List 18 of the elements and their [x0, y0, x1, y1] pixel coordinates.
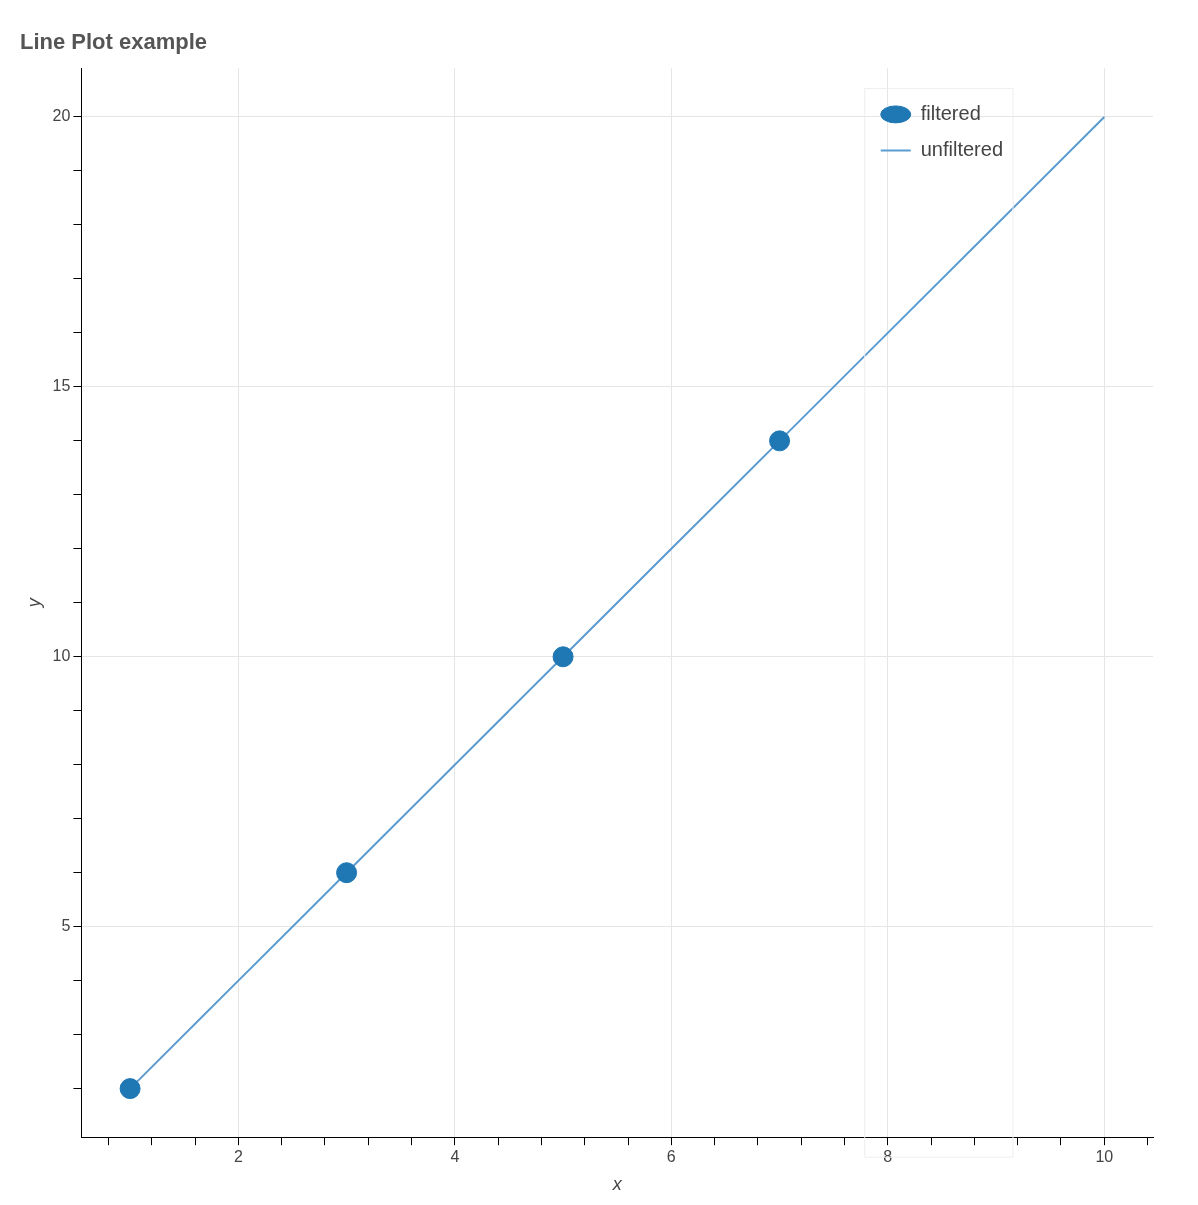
x-tick-label: 10 [1095, 1148, 1114, 1166]
x-tick-label: 4 [450, 1148, 460, 1166]
y-axis-title: y [23, 597, 44, 610]
point [552, 646, 574, 668]
y-tick-label: 10 [52, 647, 71, 665]
x-tick-label: 2 [233, 1148, 243, 1166]
y-tick-label: 15 [52, 377, 71, 395]
point [336, 862, 358, 884]
legend-label: unfiltered [920, 137, 1004, 160]
y-tick-label: 5 [61, 917, 71, 935]
x-axis-title: x [611, 1174, 623, 1195]
legend-label: filtered [920, 101, 981, 124]
y-tick-label: 20 [52, 107, 71, 125]
x-tick-label: 6 [666, 1148, 676, 1166]
x-tick-label: 8 [883, 1148, 893, 1166]
point [119, 1078, 141, 1100]
chart-title: Line Plot example [20, 29, 208, 55]
point [769, 430, 791, 452]
